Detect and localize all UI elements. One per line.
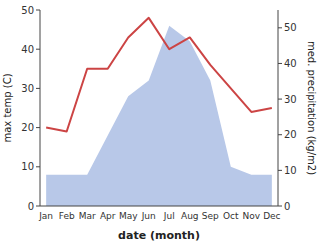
y2-tick-label: 30 <box>284 94 297 105</box>
y2-tick-label: 0 <box>284 201 290 212</box>
x-tick-label: Mar <box>79 211 96 221</box>
y-axis-label: max temp (C) <box>2 73 13 142</box>
y2-tick-label: 40 <box>284 58 297 69</box>
y2-tick <box>278 63 282 64</box>
chart-container: 0 10 20 30 40 50 0 10 20 30 40 50 Jan Feb Mar AprMayJun… <box>0 0 318 247</box>
y2-axis-line <box>278 10 279 206</box>
y2-tick <box>278 206 282 207</box>
y-tick <box>36 166 40 167</box>
y-tick <box>36 49 40 50</box>
y2-tick <box>278 134 282 135</box>
y2-axis-label: med. precipitation (kg/m2) <box>306 41 317 175</box>
y2-tick-label: 10 <box>284 165 297 176</box>
y-tick-label: 0 <box>28 201 34 212</box>
x-tick-label: Oct <box>223 211 239 221</box>
x-tick-label: Sep <box>202 211 219 221</box>
x-axis-label: date (month) <box>118 229 200 242</box>
y2-tick <box>278 27 282 28</box>
y-tick-label: 40 <box>21 44 34 55</box>
y-tick <box>36 88 40 89</box>
x-tick-label: Dec <box>263 211 280 221</box>
y-tick-label: 10 <box>21 161 34 172</box>
x-tick-label: Apr <box>100 211 116 221</box>
x-tick-label: May <box>119 211 138 221</box>
y-axis-line <box>40 10 41 206</box>
y2-tick <box>278 99 282 100</box>
y-tick-label: 20 <box>21 122 34 133</box>
x-tick-label: Jun <box>141 211 156 221</box>
x-tick-label: Jan <box>38 211 53 221</box>
y-tick-label: 50 <box>21 5 34 16</box>
x-tick-label: Aug <box>181 211 199 221</box>
temperature-line <box>46 18 272 132</box>
y2-tick <box>278 170 282 171</box>
plot-area <box>46 18 272 206</box>
y2-tick-label: 20 <box>284 129 297 140</box>
y-tick <box>36 10 40 11</box>
y-tick-label: 30 <box>21 83 34 94</box>
chart-svg: 0 10 20 30 40 50 0 10 20 30 40 50 Jan Feb Mar AprMayJun… <box>0 0 318 247</box>
x-tick-label: Feb <box>59 211 75 221</box>
y-tick <box>36 127 40 128</box>
x-tick-label: Nov <box>243 211 261 221</box>
y2-tick-label: 50 <box>284 22 297 33</box>
x-axis-line <box>40 206 278 207</box>
precipitation-area <box>46 26 272 206</box>
y-tick <box>36 206 40 207</box>
x-tick-label: Jul <box>163 211 175 221</box>
